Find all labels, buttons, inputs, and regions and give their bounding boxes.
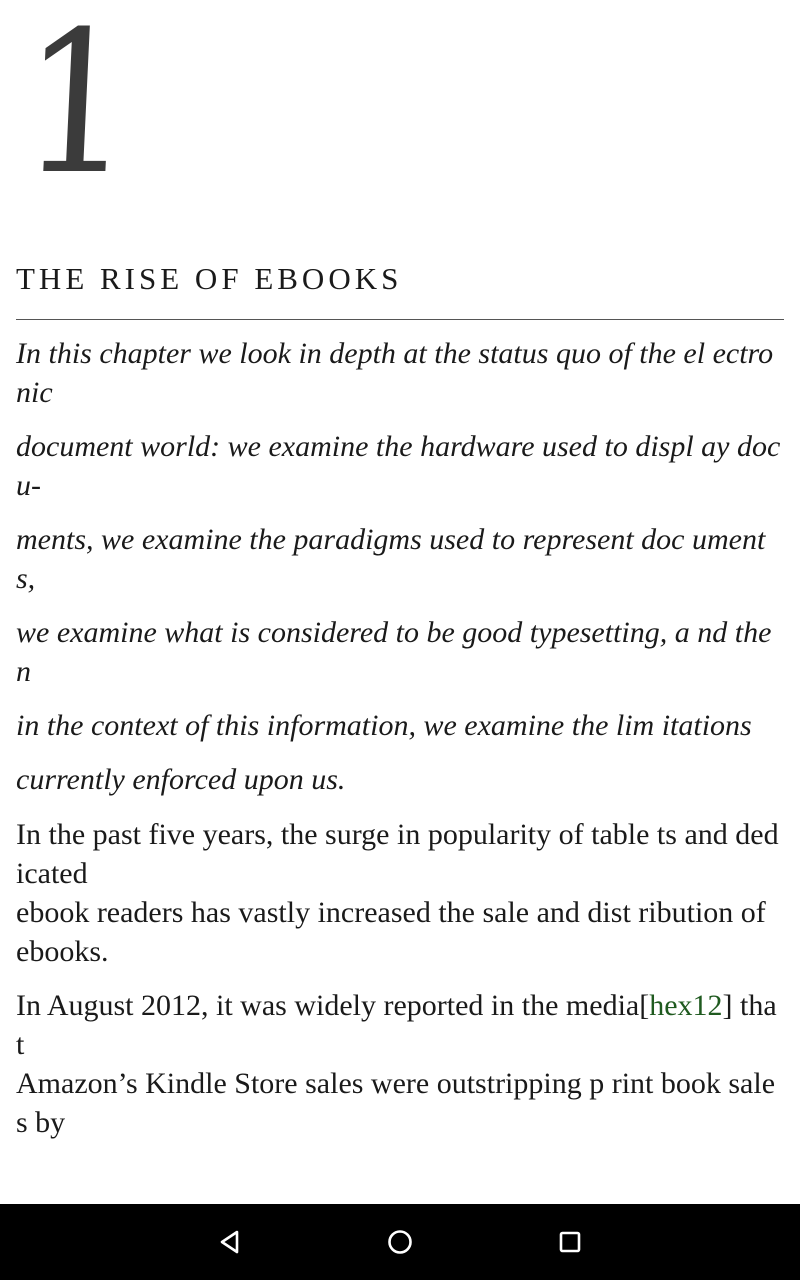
abstract-line: we examine what is considered to be good… [16,616,772,688]
ebook-reader-page[interactable]: 1 THE RISE OF EBOOKS In this chapter we … [0,0,800,1204]
abstract-line: document world: we examine the hardware … [16,430,781,502]
body-text-segment: ] that [16,989,777,1061]
abstract-line: in the context of this information, we e… [16,709,752,742]
citation-link[interactable]: hex12 [649,989,723,1022]
abstract-line: In this chapter we look in depth at the … [16,337,774,409]
system-navigation-bar [0,1204,800,1280]
body-paragraph: In the past five years, the surge in pop… [16,818,779,890]
circle-home-icon [388,1230,412,1254]
chapter-number: 1 [16,0,139,218]
title-divider [16,319,784,320]
back-button[interactable] [190,1204,270,1280]
triangle-back-icon [220,1230,239,1254]
abstract-line: currently enforced upon us. [16,763,346,796]
body-paragraph: ebook readers has vastly increased the s… [16,896,766,968]
body-paragraph: Amazon’s Kindle Store sales were outstri… [16,1067,776,1139]
chapter-body: In this chapter we look in depth at the … [16,334,784,1142]
recent-apps-button[interactable] [530,1204,610,1280]
body-paragraph: In August 2012, it was widely reported i… [16,986,784,1064]
body-text-segment: In August 2012, it was widely reported i… [16,989,650,1022]
square-recent-icon [559,1231,581,1253]
home-button[interactable] [360,1204,440,1280]
chapter-title: THE RISE OF EBOOKS [16,261,403,296]
abstract-line: ments, we examine the paradigms used to … [16,523,766,595]
